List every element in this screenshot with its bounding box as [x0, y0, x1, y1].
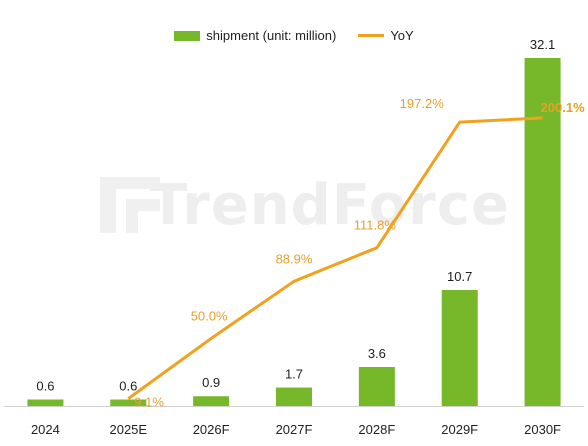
yoy-label-2028F: 111.8% — [354, 218, 397, 233]
bar-2028F — [358, 366, 395, 406]
yoy-label-2029F: 197.2% — [400, 96, 445, 111]
x-tick-2026F: 2026F — [193, 422, 230, 437]
x-tick-2025E: 2025E — [109, 422, 147, 437]
x-tick-2027F: 2027F — [276, 422, 313, 437]
watermark-logo — [100, 177, 160, 233]
yoy-label-2027F: 88.9% — [276, 251, 313, 266]
bar-2030F — [524, 58, 561, 406]
yoy-line — [127, 116, 543, 400]
bar-label-2025E: 0.6 — [119, 378, 137, 393]
bar-label-2028F: 3.6 — [368, 346, 386, 361]
legend-label-yoy: YoY — [390, 28, 414, 43]
legend-item-shipment: shipment (unit: million) — [174, 28, 336, 43]
bar-2026F — [193, 396, 230, 406]
bar-label-2027F: 1.7 — [285, 367, 303, 382]
bar-label-2029F: 10.7 — [447, 269, 472, 284]
watermark: TrendForce — [100, 170, 510, 240]
x-tick-2028F: 2028F — [358, 422, 395, 437]
bar-2027F — [276, 387, 312, 406]
bar-2024 — [27, 399, 64, 406]
yoy-label-2026F: 50.0% — [191, 309, 228, 324]
bar-2029F — [441, 290, 478, 406]
legend-swatch-yoy — [358, 34, 385, 37]
bar-label-2030F: 32.1 — [530, 37, 555, 52]
bar-label-2026F: 0.9 — [202, 375, 220, 390]
chart-legend: shipment (unit: million) YoY — [0, 28, 588, 43]
x-tick-2024: 2024 — [31, 422, 60, 437]
legend-swatch-shipment — [174, 30, 201, 41]
legend-item-yoy: YoY — [358, 28, 414, 43]
bar-label-2024: 0.6 — [36, 378, 54, 393]
bar-2025E — [110, 399, 147, 406]
legend-label-shipment: shipment (unit: million) — [206, 28, 337, 43]
x-tick-2030F: 2030F — [524, 422, 561, 437]
x-tick-2029F: 2029F — [441, 422, 478, 437]
watermark-text: TrendForce — [149, 172, 510, 238]
yoy-label-2025E: 9.1% — [134, 395, 164, 410]
yoy-label-2030F: 200.1% — [541, 100, 586, 115]
